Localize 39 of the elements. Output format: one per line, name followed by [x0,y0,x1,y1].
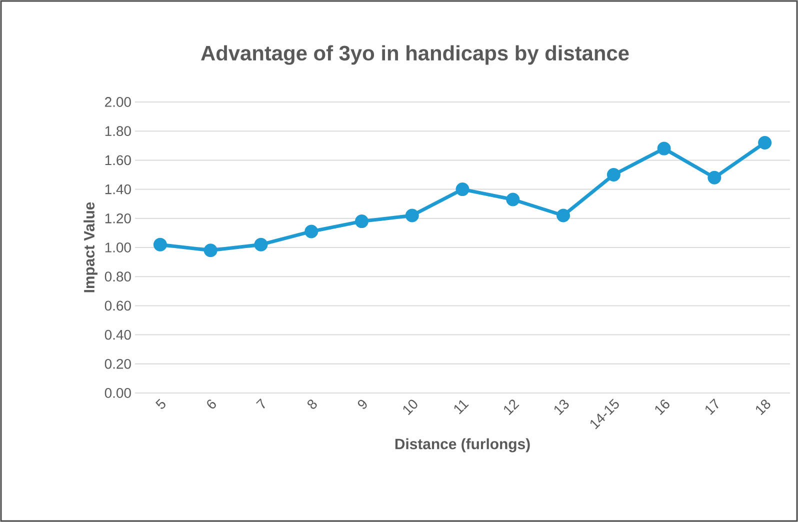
y-tick-label: 1.20 [105,213,131,224]
x-tick-label: 11 [454,400,469,414]
point [254,238,268,252]
x-tick-label: 7 [256,398,265,408]
chart-title: Advantage of 3yo in handicaps by distance [201,45,629,65]
point [405,208,419,222]
x-tick-label: 8 [308,400,317,409]
point [506,192,520,206]
point [606,168,620,182]
y-tick-label: 0.00 [104,388,131,398]
point [304,224,318,238]
point [204,244,218,258]
y-tick-label: 1.00 [105,242,131,252]
y-tick-label: 0.40 [104,330,131,340]
x-tick-label: 17 [706,398,718,415]
point [556,208,570,222]
x-tick-label: 13 [554,400,569,416]
point [758,136,772,150]
y-axis-title: Impact Value [84,202,98,292]
point [354,214,368,228]
y-tick-label: 0.80 [104,272,131,282]
x-tick-label: 5 [156,398,166,409]
y-tick-label: 2.00 [105,97,131,107]
x-tick-label: 18 [756,400,770,416]
y-tick-label: 1.60 [105,155,131,166]
point [456,182,470,196]
x-tick-label: 16 [655,400,670,416]
y-tick-label: 1.40 [105,184,131,194]
point [708,170,722,184]
x-tick-label: 12 [504,400,520,416]
x-axis-title: Distance (furlongs) [395,438,530,452]
x-tick-label: 10 [403,400,418,416]
x-tick-label: 9 [358,400,367,409]
point [153,238,167,252]
y-tick-label: 1.80 [105,126,131,136]
y-tick-label: 0.20 [104,358,131,369]
y-tick-label: 0.60 [104,300,131,311]
point [657,142,671,156]
x-tick-label: 6 [207,400,216,409]
